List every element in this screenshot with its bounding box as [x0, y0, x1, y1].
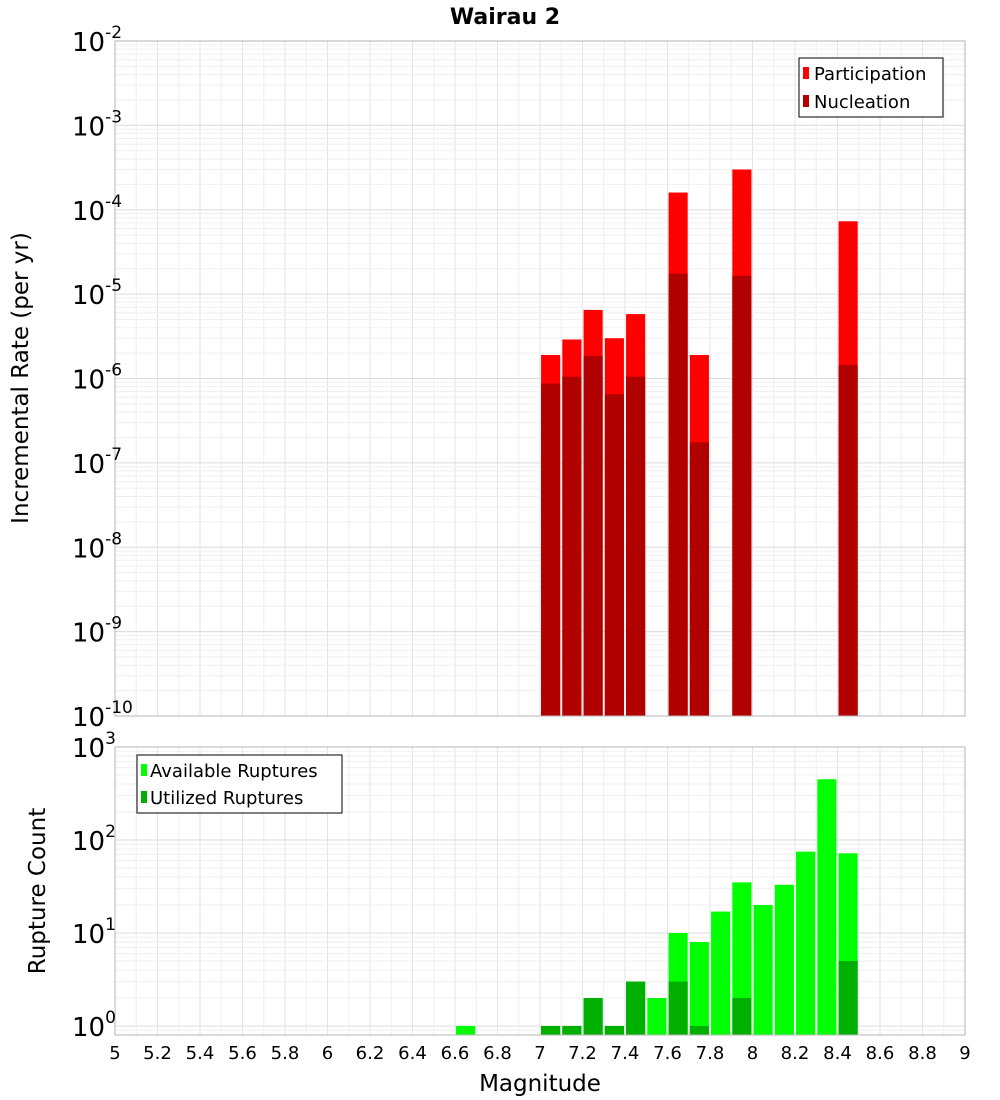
rate-y-tick-label: 10-7	[72, 445, 122, 480]
count-panel: 100 101 102 103 5 5.2 5.4 5.6 5.8 6 6.2 6.4 6.6 6.8 7…	[25, 729, 971, 1097]
rate-y-axis-label: Incremental Rate (per yr)	[8, 232, 34, 524]
count-bar-utilized-ruptures	[604, 1025, 624, 1035]
x-tick-label: 6.8	[483, 1043, 512, 1064]
count-plot-border	[114, 746, 966, 1036]
x-tick-label: 8.2	[781, 1043, 810, 1064]
count-y-axis-label: Rupture Count	[25, 808, 51, 974]
chart-title: Wairau 2	[450, 5, 560, 30]
rate-y-tick-label: 10-2	[72, 23, 122, 58]
rate-bar-nucleation	[668, 273, 688, 716]
available-legend-label: Available Ruptures	[150, 761, 318, 782]
count-y-tick-label: 102	[72, 822, 116, 857]
x-tick-label: 7.4	[611, 1043, 640, 1064]
count-bar-available-ruptures	[647, 997, 667, 1035]
rate-y-tick-label: 10-8	[72, 529, 122, 564]
x-tick-label: 6	[322, 1043, 333, 1064]
nucleation-legend-swatch	[803, 95, 809, 107]
rate-bar-nucleation	[562, 376, 582, 716]
count-bar-available-ruptures	[796, 851, 816, 1035]
count-bar-available-ruptures	[689, 942, 709, 1035]
rate-legend: Participation Nucleation	[798, 57, 944, 118]
rate-bars	[541, 169, 858, 717]
count-bar-available-ruptures	[732, 882, 752, 1035]
x-tick-label: 7.2	[568, 1043, 597, 1064]
x-tick-label: 6.4	[398, 1043, 427, 1064]
count-legend: Available Ruptures Utilized Ruptures	[136, 754, 343, 814]
x-tick-label: 9	[959, 1043, 970, 1064]
count-y-tick-label: 103	[72, 729, 116, 764]
count-bar-available-ruptures	[817, 779, 837, 1035]
rate-plot-border	[114, 40, 966, 717]
x-tick-label: 5.4	[186, 1043, 215, 1064]
count-bar-utilized-ruptures	[541, 1025, 561, 1035]
utilized-legend-label: Utilized Ruptures	[150, 788, 303, 809]
count-bars	[456, 779, 858, 1035]
x-tick-label: 6.2	[356, 1043, 385, 1064]
rate-legend-box	[798, 57, 944, 118]
rate-y-tick-label: 10-3	[72, 107, 122, 142]
x-tick-label: 8.8	[908, 1043, 937, 1064]
count-bar-available-ruptures	[753, 904, 773, 1035]
rate-bar-nucleation	[732, 275, 752, 716]
count-y-ticks: 100 101 102 103	[72, 729, 116, 1043]
rate-bar-nucleation	[583, 355, 603, 716]
rate-panel: 10-10 10-9 10-8 10-7 10-6 10-5 10-4 10-3 10-2 In…	[8, 23, 966, 733]
x-tick-label: 5.2	[143, 1043, 172, 1064]
rate-y-tick-label: 10-6	[72, 361, 122, 396]
rate-bar-nucleation	[689, 442, 709, 716]
count-y-tick-label: 100	[72, 1008, 116, 1043]
x-tick-label: 7	[534, 1043, 545, 1064]
rate-y-tick-label: 10-9	[72, 614, 122, 649]
rate-bar-nucleation	[838, 364, 858, 716]
participation-legend-label: Participation	[814, 64, 926, 85]
utilized-legend-swatch	[141, 791, 147, 803]
nucleation-legend-label: Nucleation	[814, 92, 910, 113]
count-bar-utilized-ruptures	[626, 981, 646, 1035]
x-tick-label: 5.8	[271, 1043, 300, 1064]
count-bar-utilized-ruptures	[562, 1025, 582, 1035]
rate-y-tick-label: 10-10	[72, 698, 133, 733]
count-legend-box	[136, 754, 343, 814]
rate-bar-nucleation	[541, 383, 561, 716]
count-y-tick-label: 101	[72, 915, 116, 950]
x-tick-label: 7.8	[696, 1043, 725, 1064]
x-tick-label: 8.6	[866, 1043, 895, 1064]
count-bar-available-ruptures	[456, 1025, 476, 1035]
count-bar-utilized-ruptures	[838, 960, 858, 1035]
x-tick-label: 5.6	[228, 1043, 257, 1064]
rate-y-tick-label: 10-5	[72, 276, 122, 311]
x-tick-label: 7.6	[653, 1043, 682, 1064]
rate-grid	[115, 41, 965, 716]
x-axis-label: Magnitude	[479, 1071, 601, 1097]
rate-y-ticks: 10-10 10-9 10-8 10-7 10-6 10-5 10-4 10-3 10-2	[72, 23, 133, 733]
x-tick-label: 8.4	[823, 1043, 852, 1064]
count-bar-utilized-ruptures	[732, 997, 752, 1035]
count-bar-utilized-ruptures	[583, 997, 603, 1035]
count-bar-utilized-ruptures	[668, 981, 688, 1035]
count-bar-available-ruptures	[711, 911, 731, 1035]
participation-legend-swatch	[803, 67, 809, 79]
x-tick-label: 6.6	[441, 1043, 470, 1064]
available-legend-swatch	[141, 764, 147, 776]
count-bar-utilized-ruptures	[689, 1025, 709, 1035]
x-tick-label: 5	[109, 1043, 120, 1064]
rate-y-tick-label: 10-4	[72, 192, 122, 227]
count-bar-available-ruptures	[774, 884, 794, 1035]
rate-bar-nucleation	[604, 394, 624, 716]
count-x-ticks: 5 5.2 5.4 5.6 5.8 6 6.2 6.4 6.6 6.8 7 7.2 7.4 7.6 7.8 8…	[109, 1043, 970, 1064]
rate-bar-nucleation	[626, 376, 646, 716]
x-tick-label: 8	[747, 1043, 758, 1064]
